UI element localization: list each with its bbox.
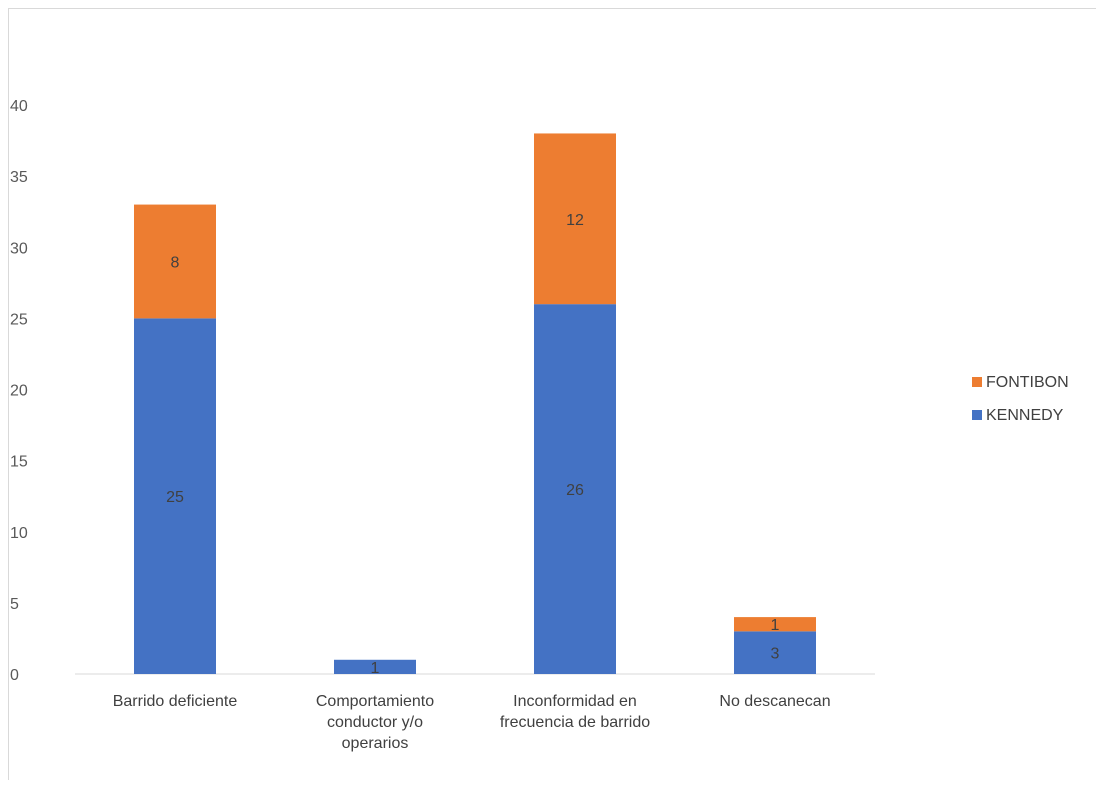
bar-kennedy	[534, 304, 616, 674]
y-tick-label: 5	[10, 596, 19, 613]
x-category-label: Inconformidad en frecuencia de barrido	[500, 693, 650, 731]
data-label: 8	[171, 254, 180, 271]
data-label: 12	[566, 212, 584, 229]
y-tick-label: 30	[10, 240, 28, 257]
bar-kennedy	[734, 631, 816, 674]
data-label: 26	[566, 482, 584, 499]
data-label: 25	[166, 489, 184, 506]
bar-fontibon	[534, 133, 616, 305]
x-category-label: Barrido deficiente	[113, 693, 238, 710]
x-category-label: Comportamiento conductor y/o operarios	[316, 693, 434, 752]
y-tick-label: 0	[10, 667, 19, 684]
bar-fontibon	[134, 204, 216, 319]
legend-swatch-fontibon	[972, 377, 982, 387]
legend-swatch-kennedy	[972, 410, 982, 420]
bar-fontibon	[734, 617, 816, 632]
legend-label-fontibon: FONTIBON	[986, 374, 1069, 391]
bar-kennedy	[334, 659, 416, 674]
data-label: 1	[771, 617, 780, 634]
chart-frame	[8, 8, 1096, 780]
data-label: 1	[371, 660, 380, 677]
legend-label-kennedy: KENNEDY	[986, 407, 1064, 424]
y-tick-label: 10	[10, 525, 28, 542]
bar-kennedy	[134, 318, 216, 674]
x-category-label: No descanecan	[719, 693, 830, 710]
y-tick-label: 15	[10, 454, 28, 471]
data-label: 3	[771, 646, 780, 663]
y-tick-label: 25	[10, 311, 28, 328]
y-tick-label: 20	[10, 383, 28, 400]
y-tick-label: 40	[10, 98, 28, 115]
y-tick-label: 35	[10, 169, 28, 186]
